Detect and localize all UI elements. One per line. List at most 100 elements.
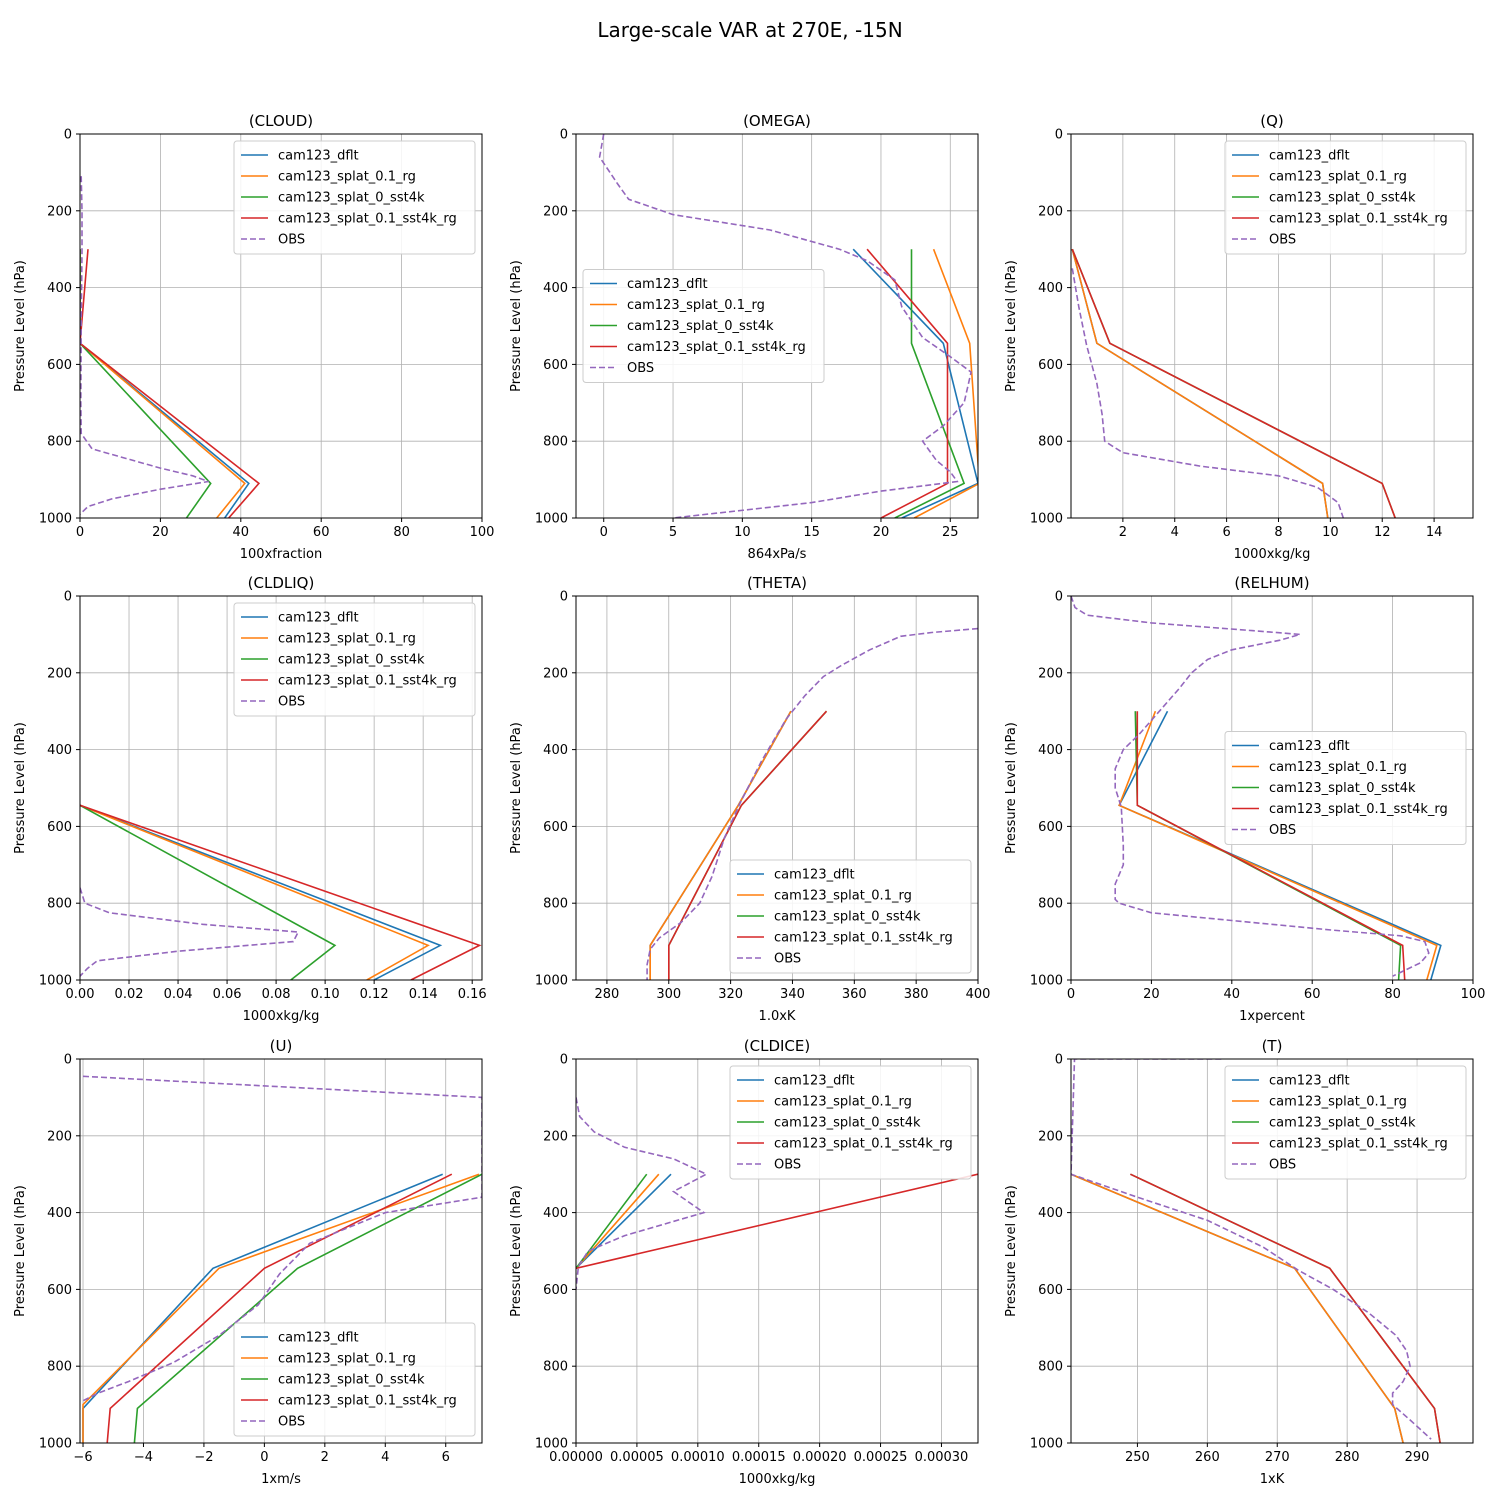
- y-axis-label: Pressure Level (hPa): [509, 1185, 524, 1317]
- axes-frame: [1070, 595, 1474, 981]
- series-line-cam123_dflt: [852, 248, 978, 518]
- y-tick-label: 400: [47, 743, 72, 758]
- axes-frame: [1070, 1058, 1474, 1444]
- series-line-cam123_dflt: [1118, 710, 1442, 980]
- series-line-cam123_splat_0.1_rg: [1071, 1173, 1404, 1443]
- legend-box: [729, 1065, 972, 1180]
- x-tick-label: 20: [1143, 987, 1160, 1002]
- axes-frame: [79, 595, 483, 981]
- y-tick-label: 600: [543, 820, 568, 835]
- series-line-OBS: [598, 134, 972, 518]
- legend-label: cam123_splat_0.1_sst4k_rg: [278, 1394, 457, 1409]
- x-tick-label: 4: [1171, 525, 1179, 540]
- legend-label: cam123_splat_0.1_sst4k_rg: [278, 674, 457, 689]
- legend-label: cam123_splat_0_sst4k: [774, 910, 921, 925]
- x-tick-label: −2: [194, 1450, 213, 1465]
- legend-label: cam123_splat_0.1_rg: [1269, 1095, 1407, 1110]
- legend-box: [1224, 140, 1467, 255]
- x-tick-label: 5: [669, 525, 677, 540]
- legend-label: cam123_splat_0.1_rg: [278, 632, 416, 647]
- x-tick-label: 250: [1125, 1450, 1150, 1465]
- y-tick-label: 1000: [1030, 974, 1063, 989]
- legend-label: cam123_splat_0.1_sst4k_rg: [278, 212, 457, 227]
- x-tick-label: 60: [313, 525, 330, 540]
- grid: [79, 595, 482, 981]
- y-tick-label: 400: [47, 281, 72, 296]
- y-tick-label: 600: [47, 820, 72, 835]
- x-tick-label: 0.00015: [732, 1450, 786, 1465]
- y-tick-label: 400: [1038, 281, 1063, 296]
- panel-title: (RELHUM): [1234, 574, 1309, 592]
- series-lines: [80, 176, 261, 518]
- legend-label: cam123_splat_0.1_rg: [278, 170, 416, 185]
- axes-frame: [575, 595, 979, 981]
- series-line-cam123_splat_0.1_rg: [1071, 248, 1329, 518]
- legend-label: OBS: [278, 1415, 305, 1430]
- x-axis-label: 1xK: [1260, 1472, 1285, 1487]
- y-tick-label: 600: [1038, 820, 1063, 835]
- x-tick-label: 0.02: [115, 987, 144, 1002]
- x-tick-label: 15: [803, 525, 820, 540]
- y-tick-label: 800: [47, 1360, 72, 1375]
- series-lines: [646, 627, 978, 980]
- x-tick-label: 4: [381, 1450, 389, 1465]
- x-tick-label: 400: [966, 987, 991, 1002]
- series-line-cam123_splat_0.1_rg: [649, 710, 792, 980]
- series-line-OBS: [646, 627, 978, 980]
- legend: cam123_dflt cam123_splat_0.1_rg cam123_spl…: [729, 859, 972, 974]
- series-line-cam123_splat_0.1_rg: [82, 1173, 480, 1443]
- y-tick-label: 400: [543, 281, 568, 296]
- series-line-cam123_splat_0_sst4k: [80, 804, 337, 980]
- x-tick-label: 40: [233, 525, 250, 540]
- panel-title: (T): [1262, 1037, 1283, 1055]
- y-tick-label: 0: [560, 590, 568, 605]
- y-tick-label: 600: [1038, 358, 1063, 373]
- series-line-OBS: [1071, 596, 1430, 977]
- series-line-cam123_splat_0.1_sst4k_rg: [80, 804, 482, 980]
- legend-label: OBS: [774, 1158, 801, 1173]
- y-axis-label: Pressure Level (hPa): [1004, 260, 1019, 392]
- panel-omega: 0 5 10 15 20 25 0 200 400 600 800 1000 (OMEGA) 864xPa…: [509, 112, 979, 562]
- legend: cam123_dflt cam123_splat_0.1_rg cam123_spl…: [582, 269, 825, 383]
- panel-title: (CLDICE): [744, 1037, 810, 1055]
- x-axis-label: 864xPa/s: [748, 547, 807, 562]
- series-line-cam123_splat_0.1_sst4k_rg: [106, 1173, 453, 1443]
- y-tick-label: 600: [47, 1283, 72, 1298]
- x-axis-label: 100xfraction: [240, 547, 322, 562]
- x-tick-label: 280: [595, 987, 620, 1002]
- y-tick-label: 1000: [39, 512, 72, 527]
- x-tick-label: 12: [1374, 525, 1391, 540]
- series-lines: [80, 804, 482, 980]
- y-axis-label: Pressure Level (hPa): [1004, 1185, 1019, 1317]
- legend: cam123_dflt cam123_splat_0.1_rg cam123_spl…: [233, 602, 476, 717]
- panel-title: (CLOUD): [249, 112, 313, 130]
- series-line-cam123_splat_0_sst4k: [133, 1173, 482, 1443]
- y-tick-label: 200: [47, 1129, 72, 1144]
- y-tick-label: 200: [1038, 1129, 1063, 1144]
- legend-label: cam123_dflt: [1269, 1074, 1350, 1089]
- series-lines: [1071, 248, 1396, 518]
- x-tick-label: 40: [1224, 987, 1241, 1002]
- y-tick-label: 600: [1038, 1283, 1063, 1298]
- series-lines: [1071, 596, 1442, 980]
- y-tick-label: 0: [1055, 1053, 1063, 1068]
- series-line-OBS: [576, 1097, 709, 1290]
- legend-box: [1224, 1065, 1467, 1180]
- y-tick-label: 200: [543, 1129, 568, 1144]
- y-tick-label: 1000: [1030, 1437, 1063, 1452]
- legend-label: cam123_splat_0_sst4k: [278, 653, 425, 668]
- series-line-cam123_splat_0.1_rg: [913, 248, 978, 518]
- series-lines: [1071, 1059, 1441, 1443]
- series-lines: [82, 1075, 482, 1443]
- x-tick-label: 0.16: [458, 987, 487, 1002]
- y-tick-label: 800: [47, 897, 72, 912]
- series-line-cam123_splat_0_sst4k: [576, 1173, 648, 1269]
- series-line-cam123_splat_0.1_sst4k_rg: [1071, 248, 1396, 518]
- x-tick-label: 100: [1461, 987, 1486, 1002]
- y-tick-label: 1000: [39, 1437, 72, 1452]
- y-tick-label: 600: [543, 358, 568, 373]
- x-tick-label: 360: [842, 987, 867, 1002]
- x-tick-label: 0.00010: [671, 1450, 725, 1465]
- legend-label: OBS: [627, 361, 654, 376]
- legend-label: cam123_dflt: [774, 868, 855, 883]
